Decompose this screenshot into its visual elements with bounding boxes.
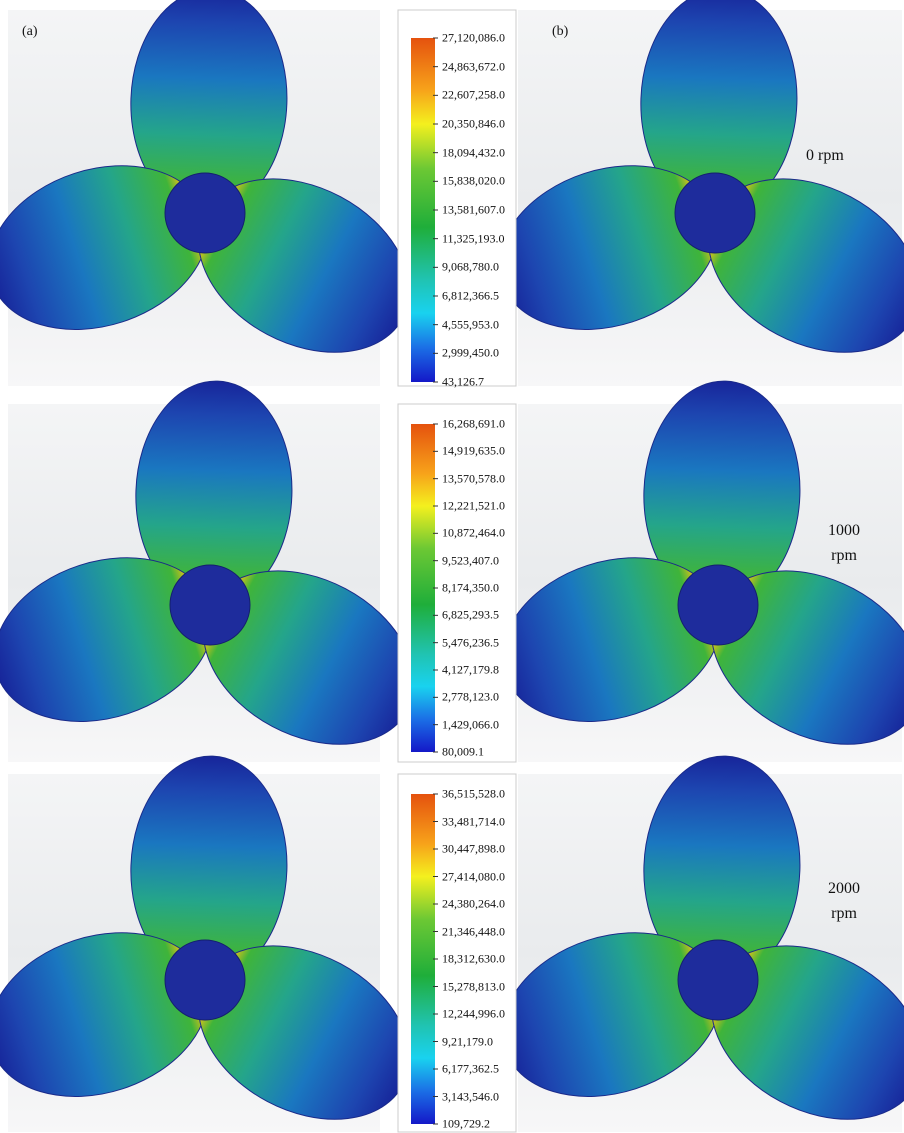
speed-label: 0 rpm [806, 143, 866, 168]
colorbar-label: 5,476,236.5 [442, 635, 499, 650]
colorbar-label: 30,447,898.0 [442, 842, 505, 857]
colorbar-label: 3,143,546.0 [442, 1089, 499, 1104]
colorbar-label: 22,607,258.0 [442, 88, 505, 103]
panel-label: (a) [22, 24, 38, 40]
hub [678, 940, 758, 1020]
speed-label: 1000 rpm [822, 518, 866, 568]
colorbar-label: 4,127,179.8 [442, 663, 499, 678]
colorbar-label: 8,174,350.0 [442, 581, 499, 596]
hub [165, 173, 245, 253]
colorbar-label: 43,126.7 [442, 375, 484, 390]
colorbar-label: 109,729.2 [442, 1117, 490, 1132]
colorbar-label: 15,838,020.0 [442, 174, 505, 189]
colorbar [411, 424, 435, 752]
colorbar-label: 6,825,293.5 [442, 608, 499, 623]
colorbar-label: 6,812,366.5 [442, 289, 499, 304]
speed-label: 2000 rpm [822, 876, 866, 926]
colorbar-label: 2,999,450.0 [442, 346, 499, 361]
colorbar-label: 9,068,780.0 [442, 260, 499, 275]
colorbar-label: 1,429,066.0 [442, 717, 499, 732]
colorbar-label: 27,414,080.0 [442, 869, 505, 884]
figure: (a) (b) 0 rpm 1000 rpm 2000 rpm 27,120,0… [0, 0, 904, 1133]
colorbar-label: 10,872,464.0 [442, 526, 505, 541]
colorbar-label: 33,481,714.0 [442, 814, 505, 829]
hub [170, 565, 250, 645]
colorbar-label: 14,919,635.0 [442, 444, 505, 459]
colorbar-label: 12,221,521.0 [442, 499, 505, 514]
panel-label: (b) [552, 24, 568, 40]
colorbar-label: 80,009.1 [442, 745, 484, 760]
colorbar-label: 18,094,432.0 [442, 145, 505, 160]
colorbar-label: 36,515,528.0 [442, 787, 505, 802]
colorbar [411, 38, 435, 382]
colorbar-label: 9,21,179.0 [442, 1034, 493, 1049]
colorbar-label: 6,177,362.5 [442, 1062, 499, 1077]
colorbar-label: 16,268,691.0 [442, 417, 505, 432]
colorbar [411, 794, 435, 1124]
colorbar-label: 12,244,996.0 [442, 1007, 505, 1022]
colorbar-label: 24,380,264.0 [442, 897, 505, 912]
colorbar-label: 27,120,086.0 [442, 31, 505, 46]
colorbar-label: 15,278,813.0 [442, 979, 505, 994]
hub [165, 940, 245, 1020]
colorbar-label: 2,778,123.0 [442, 690, 499, 705]
colorbar-label: 20,350,846.0 [442, 117, 505, 132]
colorbar-label: 13,570,578.0 [442, 471, 505, 486]
colorbar-label: 21,346,448.0 [442, 924, 505, 939]
colorbar-label: 11,325,193.0 [442, 231, 505, 246]
colorbar-label: 9,523,407.0 [442, 553, 499, 568]
colorbar-label: 13,581,607.0 [442, 203, 505, 218]
colorbar-label: 18,312,630.0 [442, 952, 505, 967]
hub [675, 173, 755, 253]
colorbar-label: 4,555,953.0 [442, 317, 499, 332]
hub [678, 565, 758, 645]
colorbar-label: 24,863,672.0 [442, 59, 505, 74]
